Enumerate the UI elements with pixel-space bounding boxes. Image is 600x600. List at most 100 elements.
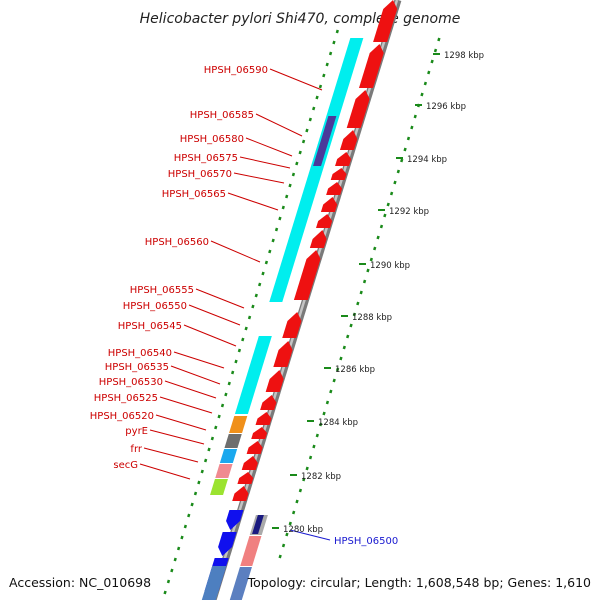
dotted-track <box>362 279 367 284</box>
dotted-track <box>315 95 319 100</box>
dotted-track <box>373 246 377 251</box>
dotted-track <box>291 172 296 177</box>
dotted-track <box>396 169 401 174</box>
dotted-track <box>328 51 333 56</box>
leader-line <box>255 113 303 137</box>
gene-label: HPSH_06545 <box>118 321 182 332</box>
gene-label: frr <box>130 444 142 455</box>
dotted-track <box>420 92 424 97</box>
dotted-track <box>376 235 380 240</box>
dotted-track <box>322 411 326 416</box>
forward-gene <box>260 395 277 410</box>
dotted-track <box>437 37 441 42</box>
dotted-track <box>278 216 282 221</box>
dotted-track <box>339 356 343 361</box>
dotted-track <box>366 268 370 273</box>
feature-block <box>240 536 262 566</box>
dotted-track <box>427 70 431 75</box>
dotted-track <box>383 213 387 218</box>
accession-text: Accession: NC_010698 <box>9 575 151 590</box>
dotted-track <box>285 194 289 199</box>
dotted-track <box>234 359 238 364</box>
dotted-track <box>217 414 221 419</box>
dotted-track <box>369 257 373 262</box>
cyan-block <box>234 336 272 414</box>
dotted-track <box>308 117 312 122</box>
dotted-track <box>183 524 188 529</box>
tick-label: 1292 kbp <box>389 207 429 217</box>
dotted-track <box>295 161 299 166</box>
dotted-track <box>203 458 208 463</box>
gene-label: HPSH_06570 <box>168 169 232 180</box>
dotted-track <box>312 444 316 449</box>
forward-gene <box>358 44 384 88</box>
dotted-track <box>335 367 340 372</box>
reverse-gene <box>226 510 244 530</box>
leader-line <box>245 137 293 157</box>
feature-tracks <box>163 0 441 600</box>
feature-block <box>219 449 238 463</box>
feature-block <box>313 116 337 166</box>
dotted-track <box>230 370 235 375</box>
dotted-track <box>352 312 357 317</box>
dotted-track <box>433 48 438 53</box>
dotted-track <box>281 205 285 210</box>
forward-gene <box>265 370 284 392</box>
dotted-track <box>274 227 279 232</box>
leader-line <box>173 351 225 369</box>
forward-gene <box>346 90 370 128</box>
dotted-track <box>342 345 346 350</box>
gene-label: HPSH_06575 <box>174 153 238 164</box>
dotted-track <box>173 557 177 562</box>
dotted-track <box>193 491 198 496</box>
forward-gene <box>246 441 263 454</box>
forward-gene <box>309 230 327 248</box>
leader-line <box>159 396 213 414</box>
tick-label: 1280 kbp <box>283 525 323 535</box>
dotted-track <box>403 147 407 152</box>
gene-label: HPSH_06520 <box>90 411 154 422</box>
reverse-gene <box>218 532 237 556</box>
dotted-track <box>187 513 191 518</box>
dotted-track <box>430 59 434 64</box>
feature-block <box>215 464 233 478</box>
leader-line <box>143 447 199 463</box>
leader-line <box>183 324 237 347</box>
dotted-track <box>251 304 255 309</box>
dotted-track <box>268 249 272 254</box>
forward-gene <box>251 427 268 439</box>
tick-label: 1288 kbp <box>352 313 392 323</box>
gene-label: secG <box>113 460 138 471</box>
dotted-track <box>302 477 306 482</box>
leader-line <box>233 172 285 184</box>
tick-label: 1298 kbp <box>444 51 484 61</box>
leader-line <box>149 429 205 445</box>
dotted-track <box>278 554 282 559</box>
gene-labels: HPSH_06590 HPSH_06585 HPSH_06580 HPSH_06575… <box>90 65 398 547</box>
dotted-track <box>298 488 303 493</box>
genome-summary-text: Topology: circular; Length: 1,608,548 bp… <box>247 575 591 590</box>
dotted-track <box>166 579 171 584</box>
dotted-track <box>190 502 194 507</box>
dotted-track <box>285 532 289 537</box>
dotted-track <box>292 510 296 515</box>
forward-gene <box>373 0 398 42</box>
dotted-track <box>322 73 326 78</box>
dotted-track <box>261 271 265 276</box>
dotted-track <box>349 323 353 328</box>
dotted-track <box>264 260 269 265</box>
gene-label: HPSH_06560 <box>145 237 209 248</box>
dotted-track <box>308 455 313 460</box>
dotted-track <box>325 62 329 67</box>
tick-label: 1286 kbp <box>335 365 375 375</box>
dotted-track <box>379 224 384 229</box>
dotted-track <box>332 40 336 45</box>
dotted-track <box>386 202 390 207</box>
dotted-track <box>356 301 360 306</box>
dotted-track <box>200 469 204 474</box>
feature-block <box>229 567 252 600</box>
dotted-track <box>406 136 411 141</box>
gene-label: HPSH_06530 <box>99 377 163 388</box>
dotted-track <box>180 535 184 540</box>
dotted-track <box>288 521 292 526</box>
